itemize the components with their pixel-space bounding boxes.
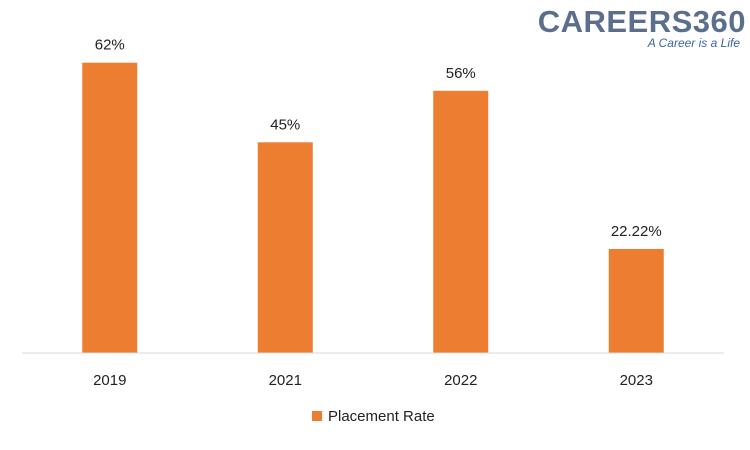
legend-label: Placement Rate (328, 408, 435, 425)
x-tick-label-2022: 2022 (444, 372, 477, 389)
x-tick-label-2021: 2021 (269, 372, 302, 389)
x-tick-label-2019: 2019 (93, 372, 126, 389)
value-labels-group: 62% 45% 56% 22.22% (95, 37, 662, 240)
legend-swatch (312, 411, 322, 421)
value-label-2022: 56% (446, 65, 476, 82)
bars-group (82, 62, 664, 354)
legend: Placement Rate (312, 408, 435, 425)
bar-2022 (433, 90, 489, 354)
x-tick-label-2023: 2023 (620, 372, 653, 389)
logo-wordmark: CAREERS360 (537, 4, 746, 39)
careers360-logo: CAREERS360 A Career is a Life (538, 4, 750, 52)
bar-2019 (82, 62, 138, 353)
bar-2021 (257, 142, 313, 353)
bar-2023 (608, 248, 664, 353)
x-tick-labels-group: 2019 2021 2022 2023 (93, 372, 653, 389)
value-label-2019: 62% (95, 37, 125, 54)
value-label-2023: 22.22% (611, 223, 662, 240)
logo-tagline: A Career is a Life (647, 36, 740, 50)
value-label-2021: 45% (270, 116, 300, 133)
